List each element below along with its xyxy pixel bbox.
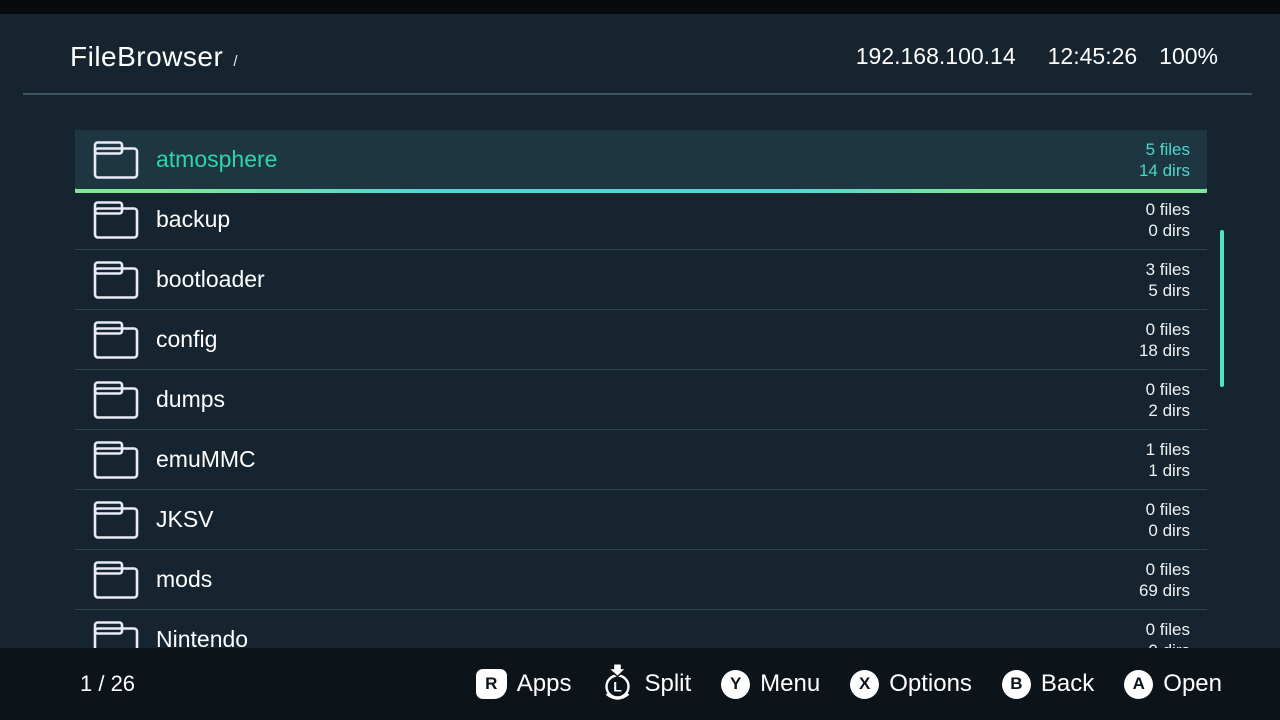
folder-name: dumps <box>156 386 226 412</box>
file-row[interactable]: Nintendo 0 files 0 dirs <box>75 610 1207 648</box>
hint-menu[interactable]: Y Menu <box>721 669 821 699</box>
folder-icon <box>93 380 139 420</box>
folder-name: emuMMC <box>156 446 256 472</box>
hint-options[interactable]: X Options <box>850 669 972 699</box>
folder-name: Nintendo <box>156 626 249 648</box>
file-list: atmosphere 5 files 14 dirs backup 0 file… <box>75 130 1207 648</box>
dirs-count: 5 dirs <box>1148 280 1190 300</box>
stick-press-icon: L <box>601 663 634 705</box>
item-counts: 0 files 18 dirs <box>1139 319 1190 361</box>
dirs-count: 1 dirs <box>1148 460 1190 480</box>
header-divider <box>23 93 1252 95</box>
list-wrap: atmosphere 5 files 14 dirs backup 0 file… <box>0 130 1280 648</box>
hint-open[interactable]: A Open <box>1124 669 1222 699</box>
scrollbar-thumb[interactable] <box>1220 230 1224 387</box>
files-count: 0 files <box>1145 319 1190 339</box>
files-count: 0 files <box>1145 379 1190 399</box>
folder-name: bootloader <box>156 266 265 292</box>
clock: 12:45:26 <box>1047 43 1138 69</box>
item-counts: 0 files 2 dirs <box>1146 379 1190 421</box>
folder-icon <box>93 320 139 360</box>
dirs-count: 0 dirs <box>1146 640 1190 649</box>
file-row[interactable]: JKSV 0 files 0 dirs <box>75 490 1207 550</box>
hint-split[interactable]: L Split <box>601 663 691 705</box>
hint-label: Options <box>889 670 972 697</box>
file-row[interactable]: emuMMC 1 files 1 dirs <box>75 430 1207 490</box>
files-count: 3 files <box>1145 259 1190 279</box>
file-row[interactable]: backup 0 files 0 dirs <box>75 190 1207 250</box>
files-count: 0 files <box>1145 199 1190 219</box>
dirs-count: 2 dirs <box>1148 400 1190 420</box>
hint-label: Apps <box>516 670 572 697</box>
folder-name: JKSV <box>156 506 214 532</box>
files-count: 1 files <box>1145 439 1190 459</box>
file-row[interactable]: dumps 0 files 2 dirs <box>75 370 1207 430</box>
selection-background <box>75 130 1207 189</box>
hint-label: Split <box>644 670 692 697</box>
round-button-icon: X <box>850 669 880 699</box>
top-strip <box>0 0 1280 14</box>
folder-name: mods <box>156 566 213 592</box>
round-button-icon: A <box>1124 669 1154 699</box>
folder-icon <box>93 140 139 180</box>
dirs-count: 69 dirs <box>1138 580 1190 600</box>
file-row[interactable]: mods 0 files 69 dirs <box>75 550 1207 610</box>
ftp-address: 192.168.100.14 <box>855 43 1016 69</box>
item-counts: 0 files 0 dirs <box>1146 619 1190 649</box>
folder-name: config <box>156 326 218 352</box>
folder-icon <box>93 200 139 240</box>
folder-icon <box>93 500 139 540</box>
dirs-count: 0 dirs <box>1148 520 1190 540</box>
list-position: 1 / 26 <box>80 671 136 696</box>
files-count: 0 files <box>1145 619 1190 639</box>
current-path: / <box>233 52 238 70</box>
files-count: 0 files <box>1145 559 1190 579</box>
folder-name: atmosphere <box>156 146 278 172</box>
page-title: FileBrowser <box>70 40 224 72</box>
hint-label: Menu <box>760 670 821 697</box>
item-counts: 5 files 14 dirs <box>1139 139 1190 181</box>
file-row[interactable]: config 0 files 18 dirs <box>75 310 1207 370</box>
breadcrumb: FileBrowser / <box>70 41 237 73</box>
hint-apps[interactable]: R Apps <box>475 669 572 699</box>
hint-back[interactable]: B Back <box>1001 669 1095 699</box>
svg-text:L: L <box>614 679 623 695</box>
dirs-count: 0 dirs <box>1148 220 1190 240</box>
file-row[interactable]: atmosphere 5 files 14 dirs <box>75 130 1207 193</box>
files-count: 0 files <box>1145 499 1190 519</box>
hint-label: Open <box>1163 670 1222 697</box>
round-button-icon: B <box>1001 669 1031 699</box>
item-counts: 0 files 69 dirs <box>1139 559 1190 601</box>
header-bar: FileBrowser / 192.168.100.14 12:45:26 10… <box>0 14 1280 93</box>
footer-bar: 1 / 26 R Apps L Split Y Menu X Options <box>0 648 1280 720</box>
file-row[interactable]: bootloader 3 files 5 dirs <box>75 250 1207 310</box>
folder-icon <box>93 620 139 648</box>
shoulder-button-icon: R <box>475 669 507 699</box>
item-counts: 1 files 1 dirs <box>1146 439 1190 481</box>
folder-icon <box>93 440 139 480</box>
round-button-icon: Y <box>721 669 751 699</box>
folder-icon <box>93 560 139 600</box>
folder-name: backup <box>156 206 231 232</box>
files-count: 5 files <box>1145 139 1190 159</box>
dirs-count: 18 dirs <box>1138 340 1190 360</box>
battery-level: 100% <box>1159 43 1218 69</box>
hint-label: Back <box>1040 670 1095 697</box>
item-counts: 0 files 0 dirs <box>1146 499 1190 541</box>
dirs-count: 14 dirs <box>1138 160 1190 180</box>
item-counts: 0 files 0 dirs <box>1146 199 1190 241</box>
item-counts: 3 files 5 dirs <box>1146 259 1190 301</box>
status-bar: 192.168.100.14 12:45:26 100% <box>856 43 1218 70</box>
button-hints: R Apps L Split Y Menu X Options B <box>475 663 1222 705</box>
folder-icon <box>93 260 139 300</box>
